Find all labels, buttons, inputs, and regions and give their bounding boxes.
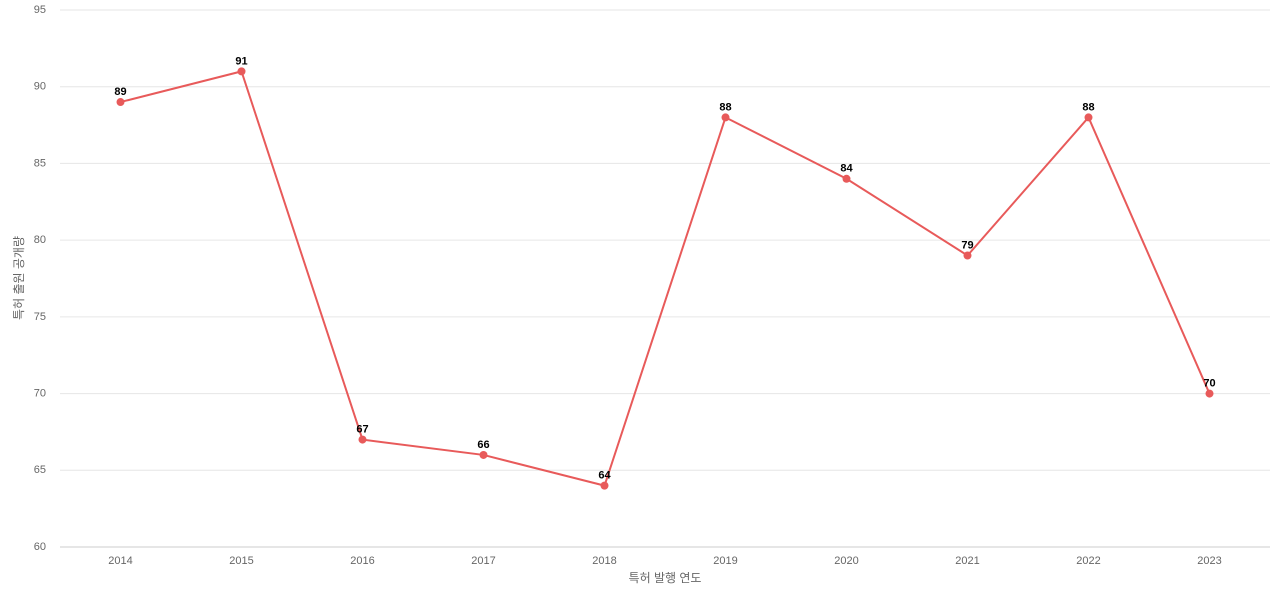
data-label: 89: [114, 86, 126, 98]
data-label: 91: [235, 55, 247, 67]
y-tick-label: 65: [34, 464, 46, 476]
y-tick-label: 90: [34, 81, 46, 93]
data-label: 64: [598, 470, 611, 482]
point: [842, 174, 851, 183]
data-label: 70: [1203, 377, 1215, 389]
x-tick-label: 2018: [592, 555, 616, 567]
x-tick-label: 2021: [955, 555, 979, 567]
x-tick-label: 2020: [834, 555, 858, 567]
y-tick-label: 85: [34, 157, 46, 169]
point: [479, 450, 488, 459]
x-tick-label: 2015: [229, 555, 253, 567]
data-label: 84: [840, 163, 853, 175]
point: [721, 113, 730, 122]
y-tick-label: 75: [34, 311, 46, 323]
x-tick-label: 2014: [108, 555, 132, 567]
y-axis-title: 특허 출원 공개량: [12, 236, 26, 320]
point: [237, 67, 246, 76]
point: [1084, 113, 1093, 122]
y-tick-label: 95: [34, 4, 46, 16]
data-label: 79: [961, 239, 973, 251]
y-tick-label: 80: [34, 234, 46, 246]
x-axis-title: 특허 발행 연도: [629, 570, 702, 585]
point: [600, 481, 609, 490]
point: [1205, 389, 1214, 398]
data-label: 88: [1082, 101, 1094, 113]
data-label: 67: [356, 424, 368, 436]
data-label: 88: [719, 101, 731, 113]
data-label: 66: [477, 439, 489, 451]
y-tick-label: 70: [34, 387, 46, 399]
point: [358, 435, 367, 444]
x-tick-label: 2019: [713, 555, 737, 567]
x-tick-label: 2016: [350, 555, 374, 567]
x-tick-label: 2017: [471, 555, 495, 567]
point: [116, 98, 125, 107]
line: [120, 70, 1211, 487]
x-tick-label: 2022: [1076, 555, 1100, 567]
x-tick-label: 2023: [1197, 555, 1221, 567]
y-tick-label: 60: [34, 541, 46, 553]
point: [963, 251, 972, 260]
